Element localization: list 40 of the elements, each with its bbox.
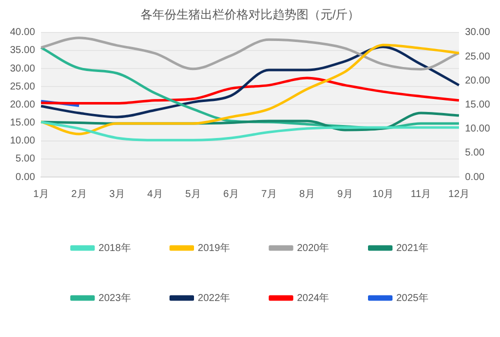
- x-tick-label: 5月: [185, 188, 201, 200]
- x-tick-label: 11月: [410, 188, 432, 200]
- legend-label: 2020年: [297, 242, 330, 254]
- y-tick-label: 35.00: [10, 45, 36, 56]
- y2-tick-label: 15.00: [464, 99, 490, 110]
- y2-tick-label: 5.00: [464, 148, 485, 159]
- x-tick-label: 10月: [372, 188, 394, 200]
- legend-label: 2025年: [396, 292, 428, 304]
- x-tick-label: 12月: [448, 188, 470, 200]
- legend-label: 2023年: [98, 292, 131, 304]
- x-tick-label: 8月: [299, 188, 315, 200]
- y2-tick-label: 25.00: [464, 51, 490, 62]
- chart-title: 各年份生猪出栏价格对比趋势图（元/斤）: [140, 8, 360, 22]
- y2-tick-label: 20.00: [464, 75, 490, 86]
- y2-tick-label: 0.00: [464, 172, 485, 183]
- y2-tick-label: 10.00: [464, 124, 490, 135]
- y-tick-label: 40.00: [10, 27, 36, 38]
- y-tick-label: 30.00: [10, 63, 36, 74]
- y2-tick-label: 30.00: [464, 27, 490, 38]
- x-tick-label: 2月: [71, 188, 87, 200]
- x-tick-label: 9月: [337, 188, 353, 200]
- legend-label: 2024年: [297, 292, 330, 304]
- line-series: [40, 36, 460, 71]
- y-tick-label: 10.00: [10, 136, 36, 147]
- legend-label: 2021年: [396, 242, 428, 254]
- x-tick-label: 7月: [261, 188, 277, 200]
- legend-label: 2018年: [98, 242, 131, 254]
- line-series: [40, 76, 460, 105]
- legend-label: 2019年: [198, 242, 230, 254]
- y-tick-label: 0.00: [16, 172, 36, 183]
- legend-label: 2022年: [198, 292, 230, 304]
- y-tick-label: 25.00: [10, 81, 36, 92]
- x-tick-label: 3月: [109, 188, 125, 200]
- x-tick-label: 1月: [33, 188, 49, 200]
- y-tick-label: 5.00: [16, 154, 36, 165]
- y-tick-label: 20.00: [10, 99, 36, 110]
- x-tick-label: 4月: [147, 188, 163, 200]
- line-series: [40, 120, 460, 142]
- x-tick-label: 6月: [223, 188, 239, 200]
- y-tick-label: 15.00: [10, 118, 36, 129]
